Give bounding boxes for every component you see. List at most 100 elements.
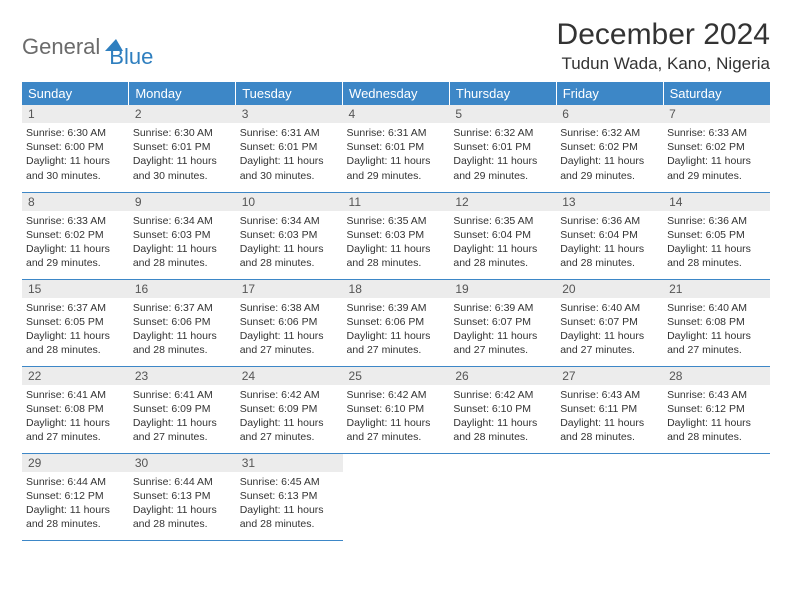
day-detail: Sunrise: 6:30 AMSunset: 6:00 PMDaylight:… bbox=[22, 123, 129, 186]
day-number: 30 bbox=[129, 454, 236, 472]
calendar-day-cell: 19Sunrise: 6:39 AMSunset: 6:07 PMDayligh… bbox=[449, 279, 556, 366]
calendar-day-cell: 4Sunrise: 6:31 AMSunset: 6:01 PMDaylight… bbox=[343, 105, 450, 192]
day-detail: Sunrise: 6:39 AMSunset: 6:06 PMDaylight:… bbox=[343, 298, 450, 361]
day-detail: Sunrise: 6:40 AMSunset: 6:08 PMDaylight:… bbox=[663, 298, 770, 361]
day-detail: Sunrise: 6:42 AMSunset: 6:09 PMDaylight:… bbox=[236, 385, 343, 448]
calendar-day-cell: 10Sunrise: 6:34 AMSunset: 6:03 PMDayligh… bbox=[236, 192, 343, 279]
day-number: 12 bbox=[449, 193, 556, 211]
day-detail: Sunrise: 6:32 AMSunset: 6:01 PMDaylight:… bbox=[449, 123, 556, 186]
day-number: 27 bbox=[556, 367, 663, 385]
calendar-day-cell: 27Sunrise: 6:43 AMSunset: 6:11 PMDayligh… bbox=[556, 366, 663, 453]
day-detail: Sunrise: 6:37 AMSunset: 6:05 PMDaylight:… bbox=[22, 298, 129, 361]
calendar-day-cell: . bbox=[449, 453, 556, 540]
day-detail: Sunrise: 6:32 AMSunset: 6:02 PMDaylight:… bbox=[556, 123, 663, 186]
day-number: 15 bbox=[22, 280, 129, 298]
day-number: 8 bbox=[22, 193, 129, 211]
day-number: 2 bbox=[129, 105, 236, 123]
calendar-day-cell: 30Sunrise: 6:44 AMSunset: 6:13 PMDayligh… bbox=[129, 453, 236, 540]
calendar-day-cell: 16Sunrise: 6:37 AMSunset: 6:06 PMDayligh… bbox=[129, 279, 236, 366]
calendar-day-cell: 15Sunrise: 6:37 AMSunset: 6:05 PMDayligh… bbox=[22, 279, 129, 366]
location-text: Tudun Wada, Kano, Nigeria bbox=[557, 54, 770, 74]
calendar-day-cell: 11Sunrise: 6:35 AMSunset: 6:03 PMDayligh… bbox=[343, 192, 450, 279]
day-number: 28 bbox=[663, 367, 770, 385]
day-detail: Sunrise: 6:33 AMSunset: 6:02 PMDaylight:… bbox=[663, 123, 770, 186]
day-detail: Sunrise: 6:38 AMSunset: 6:06 PMDaylight:… bbox=[236, 298, 343, 361]
calendar-day-cell: 22Sunrise: 6:41 AMSunset: 6:08 PMDayligh… bbox=[22, 366, 129, 453]
day-number: 26 bbox=[449, 367, 556, 385]
calendar-day-cell: 25Sunrise: 6:42 AMSunset: 6:10 PMDayligh… bbox=[343, 366, 450, 453]
day-of-week-header: Thursday bbox=[449, 82, 556, 105]
calendar-week-row: 15Sunrise: 6:37 AMSunset: 6:05 PMDayligh… bbox=[22, 279, 770, 366]
calendar-body: 1Sunrise: 6:30 AMSunset: 6:00 PMDaylight… bbox=[22, 105, 770, 540]
calendar-day-cell: 24Sunrise: 6:42 AMSunset: 6:09 PMDayligh… bbox=[236, 366, 343, 453]
day-detail: Sunrise: 6:45 AMSunset: 6:13 PMDaylight:… bbox=[236, 472, 343, 535]
day-detail: Sunrise: 6:36 AMSunset: 6:05 PMDaylight:… bbox=[663, 211, 770, 274]
header: General Blue December 2024 Tudun Wada, K… bbox=[22, 18, 770, 74]
calendar-day-cell: 6Sunrise: 6:32 AMSunset: 6:02 PMDaylight… bbox=[556, 105, 663, 192]
calendar-day-cell: . bbox=[343, 453, 450, 540]
day-number: 6 bbox=[556, 105, 663, 123]
day-number: 13 bbox=[556, 193, 663, 211]
day-detail: Sunrise: 6:44 AMSunset: 6:13 PMDaylight:… bbox=[129, 472, 236, 535]
day-number: 10 bbox=[236, 193, 343, 211]
day-of-week-header: Saturday bbox=[663, 82, 770, 105]
logo-text-blue: Blue bbox=[109, 44, 153, 70]
day-detail: Sunrise: 6:44 AMSunset: 6:12 PMDaylight:… bbox=[22, 472, 129, 535]
day-detail: Sunrise: 6:35 AMSunset: 6:03 PMDaylight:… bbox=[343, 211, 450, 274]
day-detail: Sunrise: 6:43 AMSunset: 6:12 PMDaylight:… bbox=[663, 385, 770, 448]
calendar-day-cell: 14Sunrise: 6:36 AMSunset: 6:05 PMDayligh… bbox=[663, 192, 770, 279]
day-detail: Sunrise: 6:30 AMSunset: 6:01 PMDaylight:… bbox=[129, 123, 236, 186]
day-detail: Sunrise: 6:42 AMSunset: 6:10 PMDaylight:… bbox=[449, 385, 556, 448]
calendar-day-cell: 3Sunrise: 6:31 AMSunset: 6:01 PMDaylight… bbox=[236, 105, 343, 192]
calendar-day-cell: 13Sunrise: 6:36 AMSunset: 6:04 PMDayligh… bbox=[556, 192, 663, 279]
day-detail: Sunrise: 6:34 AMSunset: 6:03 PMDaylight:… bbox=[236, 211, 343, 274]
day-detail: Sunrise: 6:36 AMSunset: 6:04 PMDaylight:… bbox=[556, 211, 663, 274]
calendar-day-cell: 8Sunrise: 6:33 AMSunset: 6:02 PMDaylight… bbox=[22, 192, 129, 279]
day-detail: Sunrise: 6:41 AMSunset: 6:09 PMDaylight:… bbox=[129, 385, 236, 448]
calendar-day-cell: 5Sunrise: 6:32 AMSunset: 6:01 PMDaylight… bbox=[449, 105, 556, 192]
day-number: 21 bbox=[663, 280, 770, 298]
calendar-day-cell: 21Sunrise: 6:40 AMSunset: 6:08 PMDayligh… bbox=[663, 279, 770, 366]
day-number: 20 bbox=[556, 280, 663, 298]
calendar-day-cell: 12Sunrise: 6:35 AMSunset: 6:04 PMDayligh… bbox=[449, 192, 556, 279]
day-number: 25 bbox=[343, 367, 450, 385]
calendar-table: SundayMondayTuesdayWednesdayThursdayFrid… bbox=[22, 82, 770, 541]
day-detail: Sunrise: 6:31 AMSunset: 6:01 PMDaylight:… bbox=[236, 123, 343, 186]
day-number: 23 bbox=[129, 367, 236, 385]
calendar-day-cell: 9Sunrise: 6:34 AMSunset: 6:03 PMDaylight… bbox=[129, 192, 236, 279]
calendar-week-row: 22Sunrise: 6:41 AMSunset: 6:08 PMDayligh… bbox=[22, 366, 770, 453]
day-number: 29 bbox=[22, 454, 129, 472]
day-number: 11 bbox=[343, 193, 450, 211]
day-number: 7 bbox=[663, 105, 770, 123]
calendar-week-row: 29Sunrise: 6:44 AMSunset: 6:12 PMDayligh… bbox=[22, 453, 770, 540]
day-detail: Sunrise: 6:39 AMSunset: 6:07 PMDaylight:… bbox=[449, 298, 556, 361]
logo-text-general: General bbox=[22, 34, 100, 60]
calendar-day-cell: 17Sunrise: 6:38 AMSunset: 6:06 PMDayligh… bbox=[236, 279, 343, 366]
day-number: 14 bbox=[663, 193, 770, 211]
calendar-day-cell: 26Sunrise: 6:42 AMSunset: 6:10 PMDayligh… bbox=[449, 366, 556, 453]
day-of-week-header: Friday bbox=[556, 82, 663, 105]
calendar-day-cell: 2Sunrise: 6:30 AMSunset: 6:01 PMDaylight… bbox=[129, 105, 236, 192]
calendar-day-cell: 31Sunrise: 6:45 AMSunset: 6:13 PMDayligh… bbox=[236, 453, 343, 540]
day-detail: Sunrise: 6:31 AMSunset: 6:01 PMDaylight:… bbox=[343, 123, 450, 186]
calendar-day-cell: . bbox=[556, 453, 663, 540]
day-number: 5 bbox=[449, 105, 556, 123]
day-number: 19 bbox=[449, 280, 556, 298]
day-detail: Sunrise: 6:43 AMSunset: 6:11 PMDaylight:… bbox=[556, 385, 663, 448]
day-number: 31 bbox=[236, 454, 343, 472]
calendar-day-cell: 20Sunrise: 6:40 AMSunset: 6:07 PMDayligh… bbox=[556, 279, 663, 366]
day-number: 18 bbox=[343, 280, 450, 298]
day-number: 17 bbox=[236, 280, 343, 298]
day-of-week-header-row: SundayMondayTuesdayWednesdayThursdayFrid… bbox=[22, 82, 770, 105]
day-number: 3 bbox=[236, 105, 343, 123]
calendar-week-row: 8Sunrise: 6:33 AMSunset: 6:02 PMDaylight… bbox=[22, 192, 770, 279]
day-number: 22 bbox=[22, 367, 129, 385]
day-of-week-header: Monday bbox=[129, 82, 236, 105]
day-number: 24 bbox=[236, 367, 343, 385]
day-detail: Sunrise: 6:42 AMSunset: 6:10 PMDaylight:… bbox=[343, 385, 450, 448]
day-detail: Sunrise: 6:34 AMSunset: 6:03 PMDaylight:… bbox=[129, 211, 236, 274]
day-detail: Sunrise: 6:35 AMSunset: 6:04 PMDaylight:… bbox=[449, 211, 556, 274]
day-of-week-header: Tuesday bbox=[236, 82, 343, 105]
day-of-week-header: Sunday bbox=[22, 82, 129, 105]
day-detail: Sunrise: 6:40 AMSunset: 6:07 PMDaylight:… bbox=[556, 298, 663, 361]
